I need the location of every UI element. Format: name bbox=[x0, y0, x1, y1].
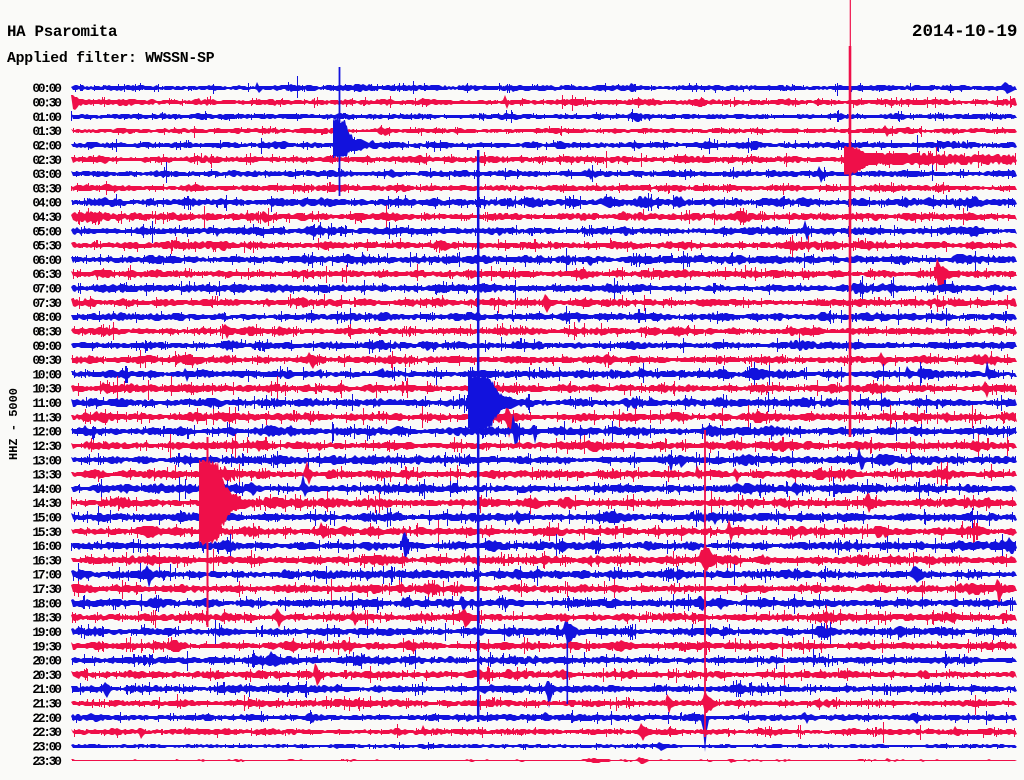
svg-text:01:00: 01:00 bbox=[32, 110, 62, 125]
svg-text:22:00: 22:00 bbox=[32, 711, 62, 726]
svg-text:08:30: 08:30 bbox=[32, 325, 62, 340]
svg-text:14:30: 14:30 bbox=[32, 496, 62, 511]
svg-text:20:30: 20:30 bbox=[32, 668, 62, 683]
svg-text:18:00: 18:00 bbox=[32, 596, 62, 611]
svg-text:12:00: 12:00 bbox=[32, 425, 62, 440]
svg-text:08:00: 08:00 bbox=[32, 310, 62, 325]
svg-text:21:30: 21:30 bbox=[32, 697, 62, 712]
svg-text:HA Psaromita: HA Psaromita bbox=[7, 23, 118, 41]
svg-text:10:00: 10:00 bbox=[32, 367, 62, 382]
svg-text:16:30: 16:30 bbox=[32, 553, 62, 568]
svg-text:11:30: 11:30 bbox=[32, 410, 62, 425]
svg-text:12:30: 12:30 bbox=[32, 439, 62, 454]
svg-text:15:30: 15:30 bbox=[32, 525, 62, 540]
svg-text:14:00: 14:00 bbox=[32, 482, 62, 497]
svg-text:00:00: 00:00 bbox=[32, 81, 62, 96]
svg-text:07:00: 07:00 bbox=[32, 282, 62, 297]
svg-text:09:30: 09:30 bbox=[32, 353, 62, 368]
svg-text:11:00: 11:00 bbox=[32, 396, 62, 411]
svg-text:00:30: 00:30 bbox=[32, 96, 62, 111]
svg-text:18:30: 18:30 bbox=[32, 611, 62, 626]
svg-text:07:30: 07:30 bbox=[32, 296, 62, 311]
svg-text:04:00: 04:00 bbox=[32, 196, 62, 211]
svg-text:03:00: 03:00 bbox=[32, 167, 62, 182]
svg-text:16:00: 16:00 bbox=[32, 539, 62, 554]
svg-text:19:30: 19:30 bbox=[32, 639, 62, 654]
svg-text:13:00: 13:00 bbox=[32, 453, 62, 468]
svg-text:03:30: 03:30 bbox=[32, 181, 62, 196]
svg-text:HHZ - 5000: HHZ - 5000 bbox=[7, 388, 21, 460]
svg-text:06:00: 06:00 bbox=[32, 253, 62, 268]
svg-text:20:00: 20:00 bbox=[32, 654, 62, 669]
svg-text:19:00: 19:00 bbox=[32, 625, 62, 640]
svg-text:2014-10-19: 2014-10-19 bbox=[912, 22, 1018, 42]
svg-text:17:00: 17:00 bbox=[32, 568, 62, 583]
svg-text:05:00: 05:00 bbox=[32, 224, 62, 239]
svg-text:23:00: 23:00 bbox=[32, 740, 62, 755]
svg-text:22:30: 22:30 bbox=[32, 725, 62, 740]
svg-text:02:30: 02:30 bbox=[32, 153, 62, 168]
svg-text:23:30: 23:30 bbox=[32, 754, 62, 769]
svg-text:01:30: 01:30 bbox=[32, 124, 62, 139]
svg-text:21:00: 21:00 bbox=[32, 682, 62, 697]
svg-text:05:30: 05:30 bbox=[32, 239, 62, 254]
svg-text:10:30: 10:30 bbox=[32, 382, 62, 397]
svg-text:13:30: 13:30 bbox=[32, 468, 62, 483]
svg-text:Applied filter: WWSSN-SP: Applied filter: WWSSN-SP bbox=[7, 51, 215, 67]
svg-text:15:00: 15:00 bbox=[32, 511, 62, 526]
svg-text:17:30: 17:30 bbox=[32, 582, 62, 597]
svg-text:09:00: 09:00 bbox=[32, 339, 62, 354]
svg-text:02:00: 02:00 bbox=[32, 138, 62, 153]
svg-text:06:30: 06:30 bbox=[32, 267, 62, 282]
svg-text:04:30: 04:30 bbox=[32, 210, 62, 225]
